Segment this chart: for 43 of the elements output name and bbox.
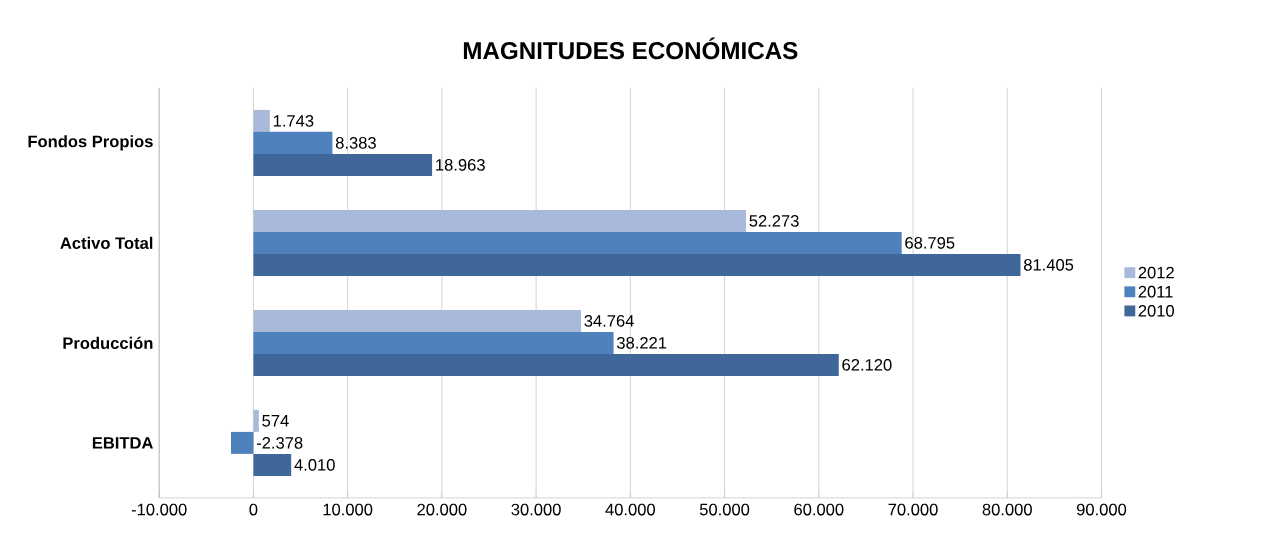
bar xyxy=(253,253,1021,276)
data-label: 81.405 xyxy=(1024,258,1074,271)
y-tick-label: Producción xyxy=(63,336,153,349)
bar xyxy=(253,331,614,354)
data-label: 34.764 xyxy=(584,314,634,327)
data-label: 574 xyxy=(262,414,289,427)
x-tick-label: 10.000 xyxy=(323,503,373,516)
bar xyxy=(253,153,433,176)
data-label: 18.963 xyxy=(436,158,485,171)
legend-label: 2010 xyxy=(1138,304,1174,317)
bar xyxy=(253,309,581,332)
x-tick-label: 50.000 xyxy=(699,503,750,516)
y-tick-label: Fondos Propios xyxy=(28,134,153,151)
x-tick-label: 90.000 xyxy=(1076,503,1127,516)
y-tick-label: EBITDA xyxy=(92,436,153,449)
data-label: 68.795 xyxy=(905,236,955,249)
bar xyxy=(253,109,270,132)
bar xyxy=(253,209,746,232)
x-tick-label: 0 xyxy=(249,503,258,516)
y-tick-label: Activo Total xyxy=(60,236,153,249)
x-tick-label: 80.000 xyxy=(982,503,1032,516)
x-tick-label: 30.000 xyxy=(511,503,561,516)
x-tick-label: 40.000 xyxy=(605,503,655,516)
legend-label: 2012 xyxy=(1138,266,1174,279)
data-label: 38.221 xyxy=(617,336,667,349)
bar xyxy=(253,131,333,154)
x-tick-label: 20.000 xyxy=(417,503,467,516)
x-tick-label: 70.000 xyxy=(888,503,938,516)
x-tick-label: 60.000 xyxy=(794,503,844,516)
data-label: 52.273 xyxy=(749,214,799,227)
data-label: 1.743 xyxy=(273,114,314,127)
x-tick-label: -10.000 xyxy=(131,503,187,516)
data-label: 8.383 xyxy=(335,136,376,149)
bar xyxy=(253,353,839,376)
chart-title: MAGNITUDES ECONÓMICAS xyxy=(463,37,798,59)
bar xyxy=(231,431,254,454)
data-label: 62.120 xyxy=(842,358,892,371)
bar xyxy=(253,453,292,476)
data-label: 4.010 xyxy=(294,458,335,471)
bar xyxy=(253,231,902,254)
bar xyxy=(253,409,259,432)
legend-label: 2011 xyxy=(1138,285,1173,298)
data-label: -2.378 xyxy=(256,436,303,449)
